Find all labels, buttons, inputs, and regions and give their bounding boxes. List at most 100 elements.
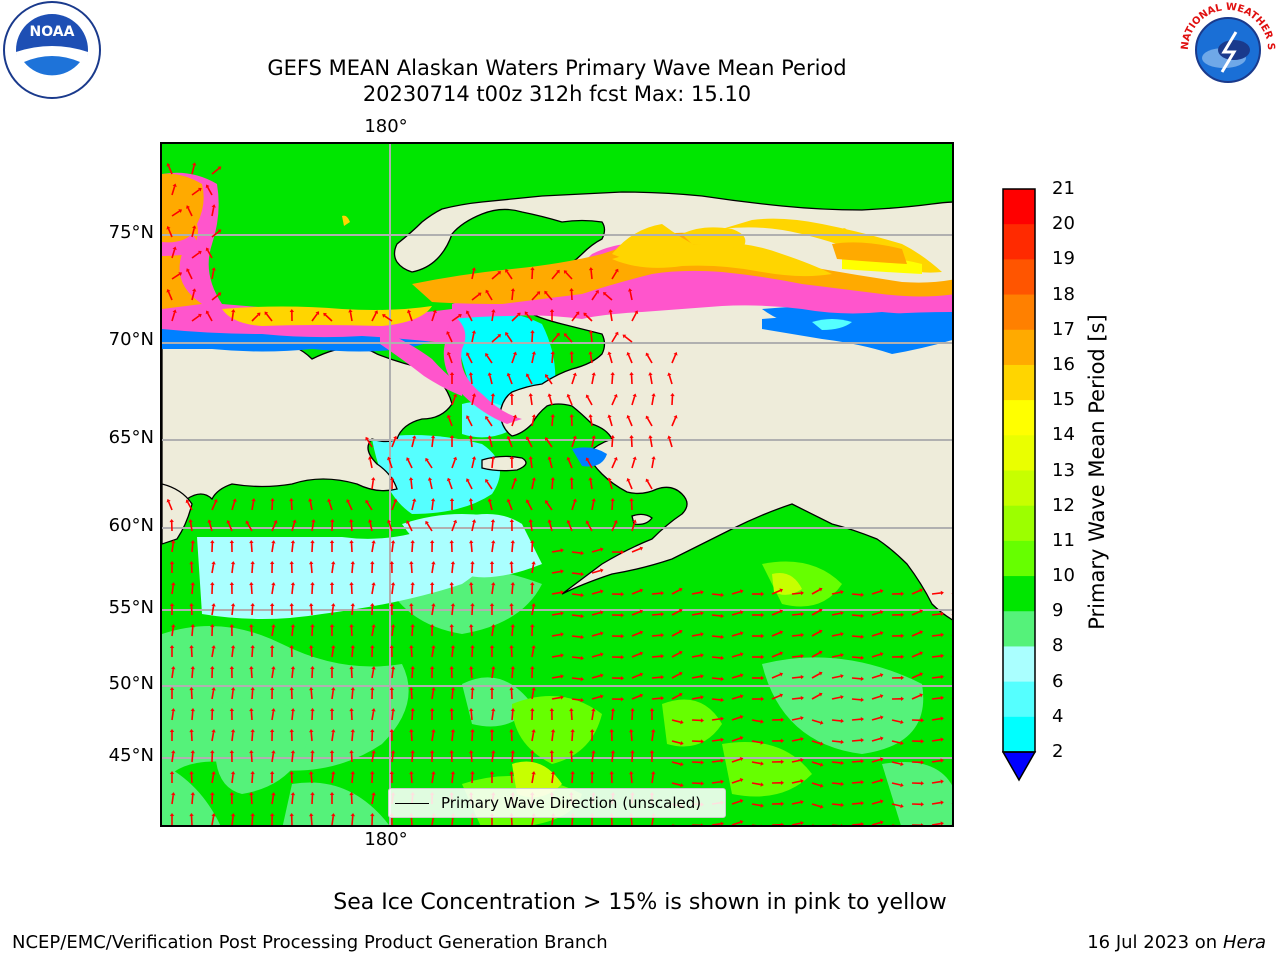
wave-direction-arrow [470,668,473,679]
wave-direction-arrowhead [860,676,864,681]
wave-direction-arrowhead [651,729,656,733]
wave-direction-arrowhead [840,631,844,637]
wave-direction-arrowhead [329,666,335,669]
wave-direction-arrow [931,822,942,825]
wave-direction-arrow [831,633,841,637]
wave-direction-arrowhead [780,717,784,723]
wave-direction-arrowhead [367,456,373,460]
wave-direction-arrow [646,480,653,490]
wave-direction-arrow [369,459,373,469]
wave-direction-arrow [731,695,741,700]
wave-direction-arrowhead [610,708,616,712]
colorbar-tick-label: 14 [1052,424,1075,446]
wave-direction-arrowhead [588,351,593,355]
wave-direction-arrowhead [370,813,375,817]
wave-direction-arrowhead [583,312,588,317]
colorbar-tick-label: 4 [1052,705,1064,727]
wave-direction-arrow [731,737,741,742]
wave-direction-arrowhead [349,624,354,628]
wave-direction-arrowhead [229,666,235,670]
wave-direction-arrow [771,694,781,700]
wave-direction-arrowhead [232,498,237,503]
wave-direction-arrowhead [545,500,549,504]
wave-direction-arrowhead [489,603,495,606]
noaa-logo-text: NOAA [30,24,75,40]
wave-direction-arrowhead [449,540,454,544]
wave-direction-arrowhead [371,708,376,712]
wave-direction-arrow [831,654,841,658]
wave-direction-arrowhead [271,540,276,544]
wave-direction-arrowhead [700,695,704,700]
wave-direction-arrow [486,355,493,364]
wave-direction-arrow [931,676,942,679]
wave-direction-arrow [271,668,275,679]
wave-direction-arrow [231,501,236,511]
wave-direction-arrowhead [315,311,320,316]
wave-direction-arrowhead [524,311,529,316]
wave-direction-arrowhead [919,630,923,635]
wave-direction-arrowhead [560,611,564,616]
wave-direction-arrow [310,647,313,658]
wave-direction-arrow [751,719,762,723]
wave-direction-arrow [629,291,633,301]
wave-direction-arrowhead [920,802,924,807]
wave-direction-arrowhead [678,671,683,676]
wave-direction-arrowhead [509,771,514,775]
wave-direction-arrowhead [544,290,548,295]
wave-direction-arrowhead [250,687,255,691]
wave-direction-arrow [931,780,942,784]
wave-direction-arrow [171,249,176,259]
wave-direction-arrowhead [629,435,634,439]
wave-direction-arrow [311,521,315,532]
wave-direction-arrowhead [169,687,175,690]
wave-direction-arrowhead [210,750,215,754]
wave-direction-arrow [591,653,601,658]
wave-direction-arrow [311,313,318,322]
wave-direction-arrowhead [572,435,577,440]
wave-direction-arrow [531,773,535,784]
wave-direction-arrow [611,459,617,469]
wave-direction-arrow [191,252,200,259]
wave-direction-arrowhead [900,696,904,702]
wave-direction-arrow [851,781,862,784]
wave-direction-arrow [911,652,921,658]
wave-direction-arrow [551,570,562,574]
wave-direction-arrow [250,710,253,721]
wave-direction-arrowhead [250,771,255,775]
wave-direction-arrowhead [190,792,195,796]
wave-direction-arrowhead [425,457,429,462]
wave-direction-arrow [206,249,213,259]
wave-direction-arrow [431,773,435,784]
wave-direction-arrow [871,758,881,763]
wave-direction-arrowhead [779,609,784,614]
wave-direction-arrowhead [531,687,536,691]
wave-direction-arrowhead [680,825,683,827]
wave-direction-arrow [711,593,722,596]
wave-direction-arrowhead [720,655,724,661]
wave-direction-arrow [511,542,514,553]
wave-direction-arrow [171,626,175,637]
wave-direction-arrowhead [591,750,596,754]
colorbar-tick-label: 21 [1052,178,1075,199]
wave-direction-arrowhead [506,498,511,503]
wave-direction-arrowhead [310,708,315,712]
wave-direction-arrowhead [271,750,276,754]
wave-direction-arrowhead [566,393,571,398]
wave-direction-arrow [191,584,194,595]
wave-direction-arrowhead [528,519,533,523]
wave-direction-arrowhead [309,729,314,733]
wave-direction-arrowhead [389,477,395,481]
wave-direction-arrow [231,605,234,616]
wave-direction-arrow [565,334,573,343]
wave-direction-arrow [251,815,254,825]
wave-direction-arrowhead [350,645,355,649]
wave-direction-arrowhead [490,519,496,523]
wave-direction-arrow [671,761,681,765]
wave-direction-arrow [591,548,601,553]
wave-direction-arrow [711,656,722,659]
wave-direction-arrow [671,589,681,595]
wave-direction-arrowhead [761,633,764,639]
wave-direction-arrowhead [350,729,355,733]
wave-period-9-10-areas [162,566,952,825]
wave-direction-arrow [171,710,175,721]
